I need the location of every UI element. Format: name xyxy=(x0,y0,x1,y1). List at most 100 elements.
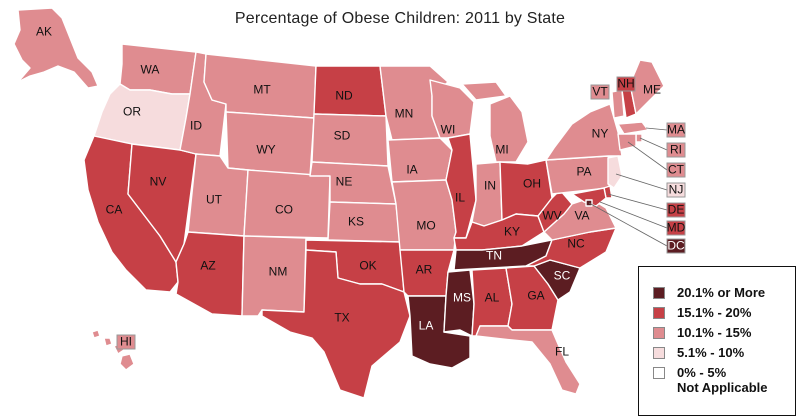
state-az xyxy=(175,231,245,317)
state-label-or: OR xyxy=(123,105,141,119)
state-label-ak: AK xyxy=(36,25,52,39)
state-label-oh: OH xyxy=(523,177,541,191)
leader-line-de xyxy=(607,193,668,211)
legend-label: 10.1% - 15% xyxy=(677,325,752,340)
state-label-pa: PA xyxy=(576,165,591,179)
state-ma xyxy=(617,121,649,135)
legend-label-2: Not Applicable xyxy=(677,380,768,395)
state-label-ms: MS xyxy=(453,291,471,305)
state-label-id: ID xyxy=(190,119,202,133)
label-box-ma xyxy=(666,122,686,138)
state-label-nh: NH xyxy=(617,77,634,91)
label-box-md xyxy=(666,220,686,236)
state-label-ut: UT xyxy=(206,193,223,207)
state-label-sd: SD xyxy=(334,129,351,143)
state-nj xyxy=(607,155,623,189)
state-il xyxy=(445,133,477,239)
state-ct xyxy=(617,133,637,151)
legend-label: 15.1% - 20% xyxy=(677,305,752,320)
state-label-mi: MI xyxy=(495,143,508,157)
state-label-az: AZ xyxy=(200,259,215,273)
state-label-ny: NY xyxy=(592,127,609,141)
leader-line-ct xyxy=(627,141,668,171)
state-labels: AK HI WA OR CA NV ID MT WY UT AZ CO NM ND SD NE KS OK TX MN… xyxy=(36,25,686,359)
state-label-wy: WY xyxy=(256,143,275,157)
state-label-la: LA xyxy=(419,319,434,333)
state-me xyxy=(629,59,665,115)
legend-swatch xyxy=(653,307,665,319)
leader-line-dc xyxy=(588,202,668,247)
state-label-ga: GA xyxy=(527,289,544,303)
leader-line-ma xyxy=(645,127,668,131)
state-label-ct: CT xyxy=(668,163,685,177)
state-tx xyxy=(261,249,411,399)
label-box-vt xyxy=(590,84,610,100)
state-label-ks: KS xyxy=(348,215,364,229)
legend-item-5: 0% - 5% Not Applicable xyxy=(653,365,795,399)
legend: 20.1% or More 15.1% - 20% 10.1% - 15% 5.… xyxy=(638,266,796,416)
legend-swatch xyxy=(653,347,665,359)
state-label-vt: VT xyxy=(592,85,608,99)
state-label-ar: AR xyxy=(416,263,433,277)
state-ia xyxy=(387,137,453,183)
state-nc xyxy=(525,227,617,269)
state-label-tx: TX xyxy=(334,311,349,325)
state-label-nv: NV xyxy=(150,175,167,189)
state-ms xyxy=(443,269,475,337)
state-label-wi: WI xyxy=(441,123,456,137)
state-wv xyxy=(537,189,573,233)
legend-item-1: 20.1% or More xyxy=(653,285,795,305)
state-label-il: IL xyxy=(455,191,465,205)
state-label-tn: TN xyxy=(486,249,502,263)
state-mi xyxy=(461,81,529,163)
state-label-hi: HI xyxy=(120,335,132,349)
state-label-al: AL xyxy=(485,291,500,305)
state-hi xyxy=(91,329,135,371)
legend-label: 0% - 5% xyxy=(677,365,727,380)
label-box-ct xyxy=(666,162,686,178)
state-label-wa: WA xyxy=(141,63,160,77)
leader-line-md xyxy=(599,201,668,229)
legend-swatch xyxy=(653,367,665,379)
state-label-me: ME xyxy=(643,83,661,97)
label-box-hi xyxy=(116,334,136,350)
legend-item-4: 5.1% - 10% xyxy=(653,345,795,365)
state-label-ri: RI xyxy=(670,143,682,157)
label-box-nh xyxy=(616,76,636,92)
state-label-wv: WV xyxy=(542,209,561,223)
label-box-ri xyxy=(666,142,686,158)
state-label-sc: SC xyxy=(554,269,571,283)
leader-line-ri xyxy=(639,137,668,151)
state-label-nj: NJ xyxy=(669,183,684,197)
state-label-ia: IA xyxy=(406,163,417,177)
legend-swatch xyxy=(653,287,665,299)
state-label-nd: ND xyxy=(335,89,353,103)
state-label-va: VA xyxy=(574,209,589,223)
state-fl xyxy=(475,325,581,395)
state-label-ok: OK xyxy=(359,259,376,273)
state-label-de: DE xyxy=(668,203,685,217)
state-label-ma: MA xyxy=(667,123,685,137)
state-label-nm: NM xyxy=(269,265,288,279)
state-ri xyxy=(635,133,643,143)
state-label-mt: MT xyxy=(253,83,271,97)
legend-item-3: 10.1% - 15% xyxy=(653,325,795,345)
state-shapes xyxy=(13,7,665,399)
legend-label: 20.1% or More xyxy=(677,285,766,300)
state-label-fl: FL xyxy=(555,345,569,359)
state-mo xyxy=(391,179,457,251)
state-label-md: MD xyxy=(667,221,686,235)
state-label-in: IN xyxy=(484,179,496,193)
state-ak xyxy=(13,7,99,89)
legend-label: 5.1% - 10% xyxy=(677,345,745,360)
state-ny xyxy=(545,103,623,161)
state-label-nc: NC xyxy=(567,237,585,251)
label-box-nj xyxy=(666,182,686,198)
legend-swatch xyxy=(653,327,665,339)
state-label-ca: CA xyxy=(106,203,123,217)
state-label-dc: DC xyxy=(667,239,685,253)
state-label-ky: KY xyxy=(504,225,520,239)
state-label-mn: MN xyxy=(395,107,414,121)
map-title: Percentage of Obese Children: 2011 by St… xyxy=(234,10,566,27)
